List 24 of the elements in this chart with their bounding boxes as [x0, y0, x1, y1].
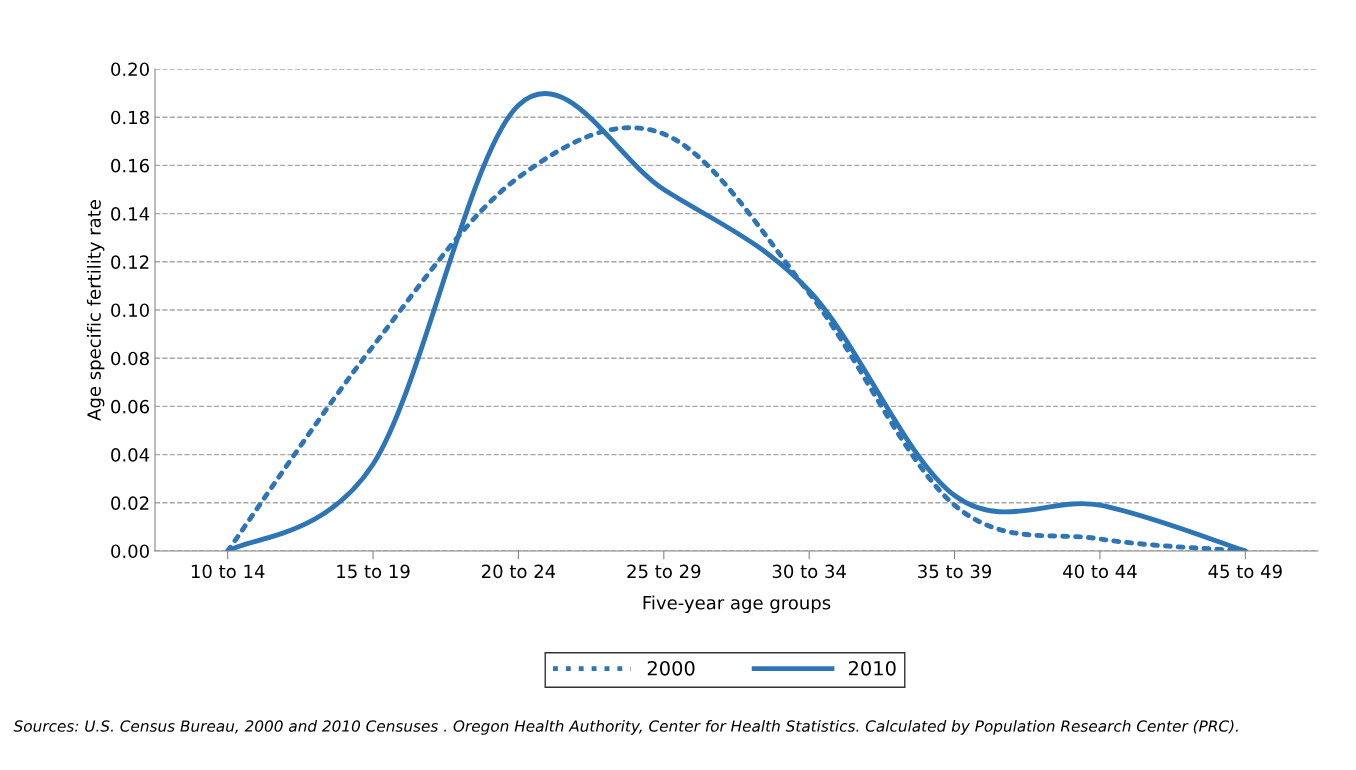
source-note: Sources: U.S. Census Bureau, 2000 and 2010 Censuses . Oregon Health Authority, Center for Health Statistics. Calculated by Population Research Center (PRC). [13, 720, 1238, 735]
y-tick-label: 0.02 [111, 496, 149, 510]
y-tick-label: 0.12 [111, 255, 149, 269]
x-tick-label: 35 to 39 [918, 564, 992, 579]
y-tick-label: 0.20 [111, 62, 149, 77]
x-tick-label: 45 to 49 [1208, 564, 1282, 579]
y-tick-label: 0.08 [111, 351, 149, 366]
y-axis-title: Age specific fertility rate [86, 200, 105, 421]
y-tick-label: 0.00 [111, 544, 149, 559]
y-tick-label: 0.10 [111, 303, 149, 318]
y-tick-label: 0.16 [111, 158, 149, 173]
legend-label: 2010 [848, 660, 896, 676]
y-tick-label: 0.04 [111, 448, 150, 462]
y-tick-label: 0.18 [111, 110, 149, 125]
x-tick-label: 25 to 29 [627, 564, 701, 579]
x-tick-label: 30 to 34 [772, 564, 846, 579]
legend-label: 2000 [647, 660, 695, 676]
x-tick-label: 40 to 44 [1063, 564, 1137, 579]
x-tick-label: 10 to 14 [191, 564, 265, 579]
y-tick-label: 0.06 [111, 399, 149, 414]
x-axis-title: Five-year age groups [643, 595, 831, 614]
x-tick-label: 20 to 24 [481, 564, 556, 579]
y-tick-label: 0.14 [111, 207, 150, 221]
x-tick-label: 15 to 19 [337, 564, 410, 579]
